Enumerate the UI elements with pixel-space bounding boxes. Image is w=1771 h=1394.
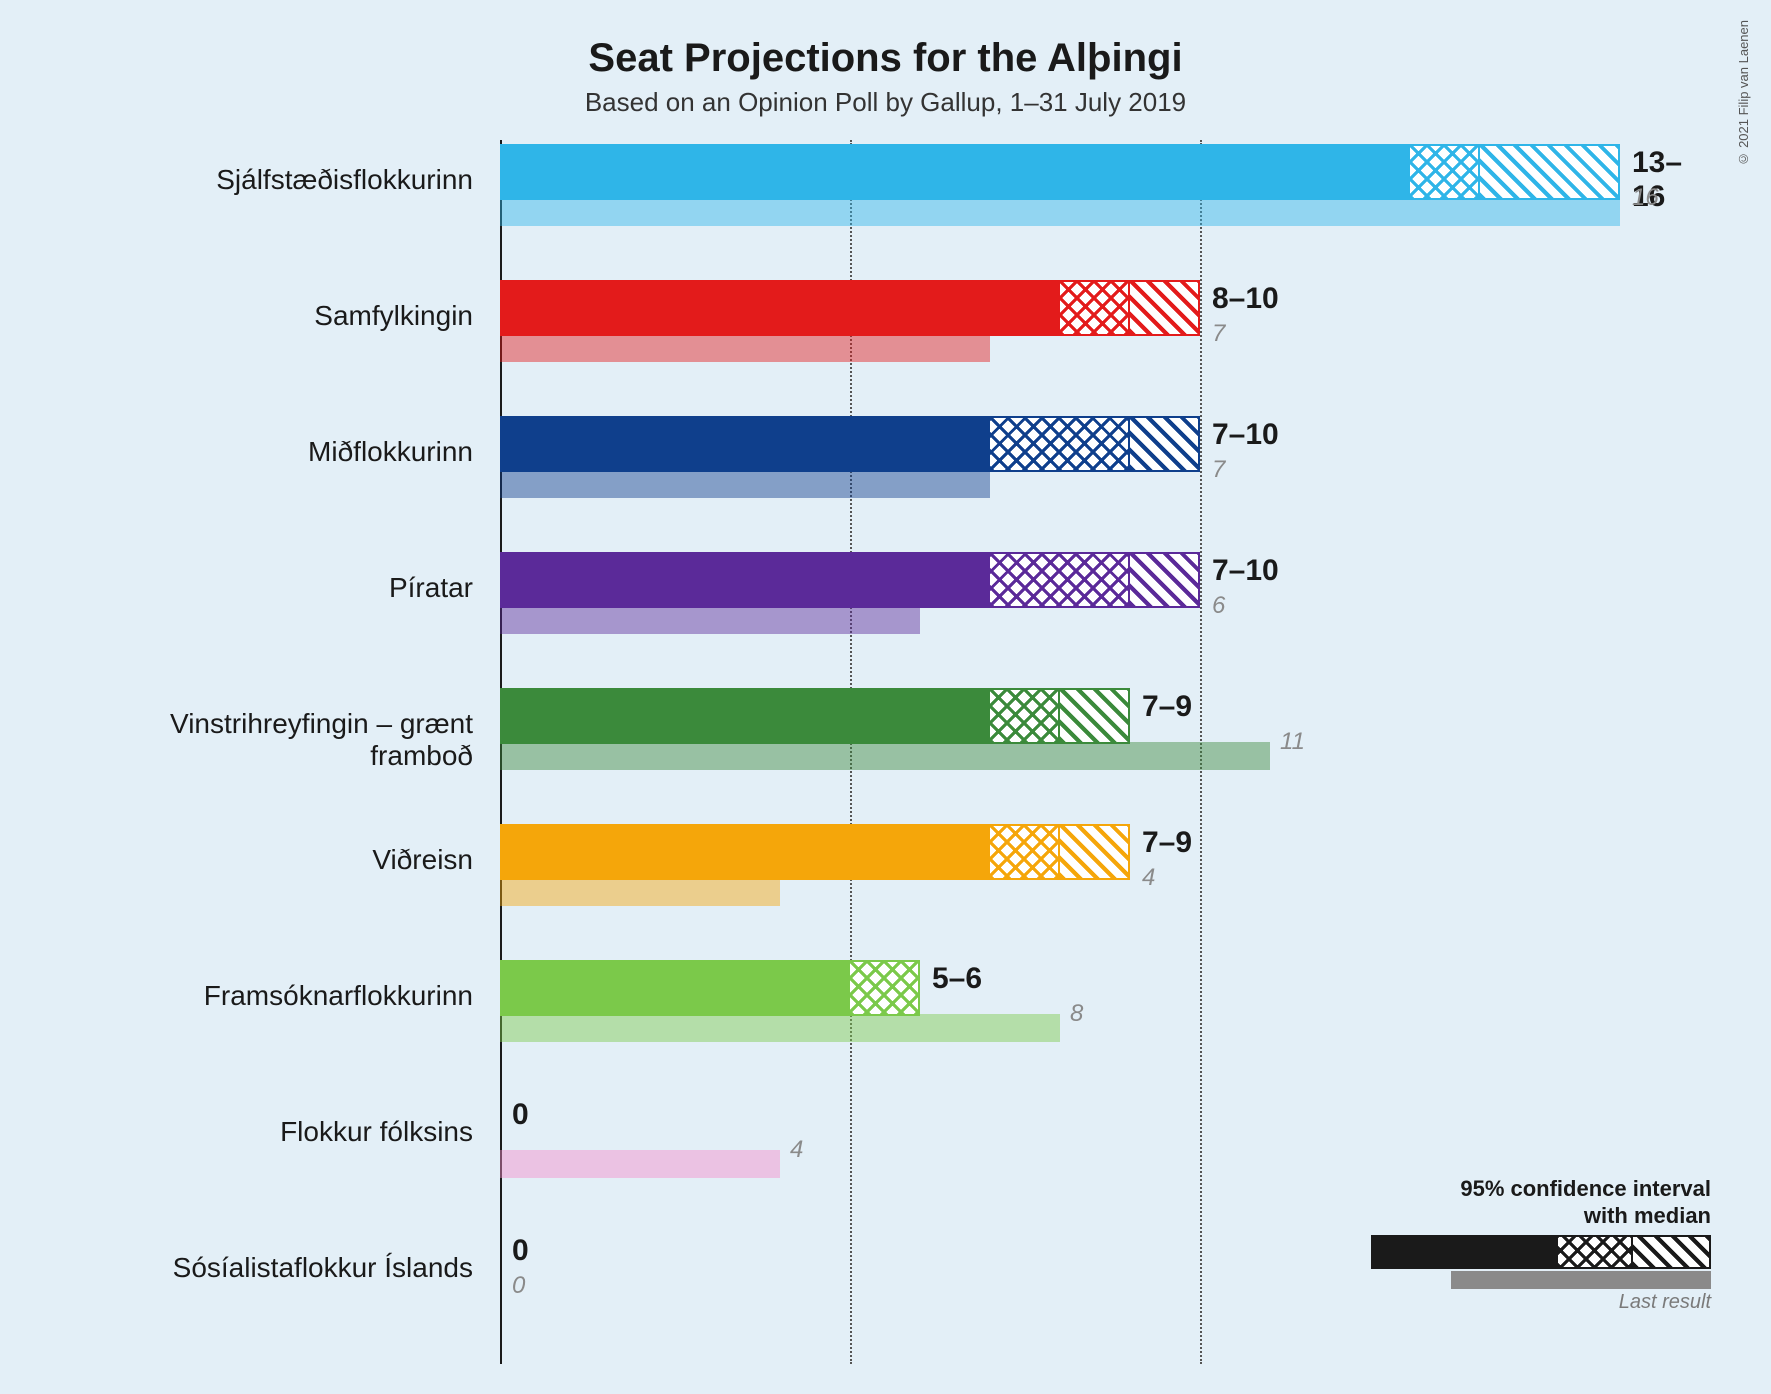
bar-diag-segment bbox=[1060, 688, 1130, 744]
range-label: 5–6 bbox=[932, 962, 982, 996]
bar-cross-segment bbox=[990, 552, 1130, 608]
last-result-bar bbox=[500, 198, 1620, 226]
projection-bar bbox=[500, 144, 1620, 200]
bar-diag-segment bbox=[1130, 416, 1200, 472]
bar-solid-segment bbox=[500, 416, 990, 472]
bar-diag-segment bbox=[1480, 144, 1620, 200]
bar-solid-segment bbox=[500, 688, 990, 744]
bar-diag-segment bbox=[1130, 552, 1200, 608]
bar-area: 7–10 6 bbox=[500, 548, 1620, 676]
bar-area: 8–10 7 bbox=[500, 276, 1620, 404]
bar-area: 7–94 bbox=[500, 820, 1620, 948]
party-label: Framsóknarflokkurinn bbox=[90, 980, 485, 1012]
party-row: Píratar 7–10 6 bbox=[90, 548, 1650, 676]
last-result-label: 7 bbox=[1212, 456, 1225, 484]
bar-area: 13–1616 bbox=[500, 140, 1620, 268]
bar-solid-segment bbox=[500, 144, 1410, 200]
range-label: 7–9 bbox=[1142, 690, 1192, 724]
bar-cross-segment bbox=[850, 960, 920, 1016]
party-label: Sósíalistaflokkur Íslands bbox=[90, 1252, 485, 1284]
chart-subtitle: Based on an Opinion Poll by Gallup, 1–31… bbox=[0, 87, 1771, 118]
range-label: 7–10 bbox=[1212, 554, 1279, 588]
last-result-label: 4 bbox=[1142, 864, 1155, 892]
party-label: Vinstrihreyfingin – grænt framboð bbox=[90, 708, 485, 772]
bar-area: 5–6 8 bbox=[500, 956, 1620, 1084]
party-row: Miðflokkurinn 7–10 7 bbox=[90, 412, 1650, 540]
last-result-bar bbox=[500, 1150, 780, 1178]
range-label: 0 bbox=[512, 1234, 529, 1268]
range-label: 7–9 bbox=[1142, 826, 1192, 860]
party-label: Sjálfstæðisflokkurinn bbox=[90, 164, 485, 196]
legend-last-bar bbox=[1451, 1271, 1711, 1289]
bar-solid-segment bbox=[500, 280, 1060, 336]
projection-bar bbox=[500, 280, 1200, 336]
party-row: Viðreisn7–94 bbox=[90, 820, 1650, 948]
range-label: 7–10 bbox=[1212, 418, 1279, 452]
last-result-bar bbox=[500, 334, 990, 362]
bar-solid-segment bbox=[500, 960, 850, 1016]
party-label: Samfylkingin bbox=[90, 300, 485, 332]
legend-last-label: Last result bbox=[1371, 1291, 1711, 1314]
projection-bar bbox=[500, 824, 1130, 880]
last-result-bar bbox=[500, 742, 1270, 770]
party-row: Framsóknarflokkurinn 5–6 8 bbox=[90, 956, 1650, 1084]
legend-sample-bar bbox=[1371, 1235, 1711, 1269]
chart-title: Seat Projections for the Alþingi bbox=[0, 0, 1771, 81]
bar-cross-segment bbox=[990, 688, 1060, 744]
last-result-bar bbox=[500, 606, 920, 634]
last-result-label: 7 bbox=[1212, 320, 1225, 348]
party-label: Miðflokkurinn bbox=[90, 436, 485, 468]
legend-title-line2: with median bbox=[1584, 1203, 1711, 1228]
projection-bar bbox=[500, 960, 920, 1016]
last-result-label: 8 bbox=[1070, 1000, 1083, 1028]
bar-solid-segment bbox=[500, 552, 990, 608]
bar-solid-segment bbox=[500, 824, 990, 880]
party-label: Píratar bbox=[90, 572, 485, 604]
legend: 95% confidence interval with median Last… bbox=[1371, 1176, 1711, 1314]
projection-bar bbox=[500, 416, 1200, 472]
projection-bar bbox=[500, 552, 1200, 608]
last-result-bar bbox=[500, 1014, 1060, 1042]
bar-cross-segment bbox=[1060, 280, 1130, 336]
last-result-bar bbox=[500, 470, 990, 498]
bar-cross-segment bbox=[1410, 144, 1480, 200]
range-label: 0 bbox=[512, 1098, 529, 1132]
legend-title-line1: 95% confidence interval bbox=[1460, 1176, 1711, 1201]
party-row: Samfylkingin 8–10 7 bbox=[90, 276, 1650, 404]
bar-cross-segment bbox=[990, 824, 1060, 880]
bar-area: 7–10 7 bbox=[500, 412, 1620, 540]
bar-area: 7–9 11 bbox=[500, 684, 1620, 812]
party-label: Flokkur fólksins bbox=[90, 1116, 485, 1148]
party-label: Viðreisn bbox=[90, 844, 485, 876]
last-result-label: 4 bbox=[790, 1136, 803, 1164]
bar-diag-segment bbox=[1060, 824, 1130, 880]
party-row: Vinstrihreyfingin – grænt framboð 7–9 11 bbox=[90, 684, 1650, 812]
bar-diag-segment bbox=[1130, 280, 1200, 336]
last-result-label: 16 bbox=[1632, 184, 1659, 212]
legend-title: 95% confidence interval with median bbox=[1371, 1176, 1711, 1229]
last-result-bar bbox=[500, 878, 780, 906]
projection-bar bbox=[500, 688, 1130, 744]
copyright-text: © 2021 Filip van Laenen bbox=[1736, 20, 1751, 167]
last-result-label: 11 bbox=[1280, 728, 1305, 756]
last-result-label: 0 bbox=[512, 1272, 525, 1300]
bar-cross-segment bbox=[990, 416, 1130, 472]
party-row: Sjálfstæðisflokkurinn 13–1616 bbox=[90, 140, 1650, 268]
range-label: 8–10 bbox=[1212, 282, 1279, 316]
last-result-label: 6 bbox=[1212, 592, 1225, 620]
